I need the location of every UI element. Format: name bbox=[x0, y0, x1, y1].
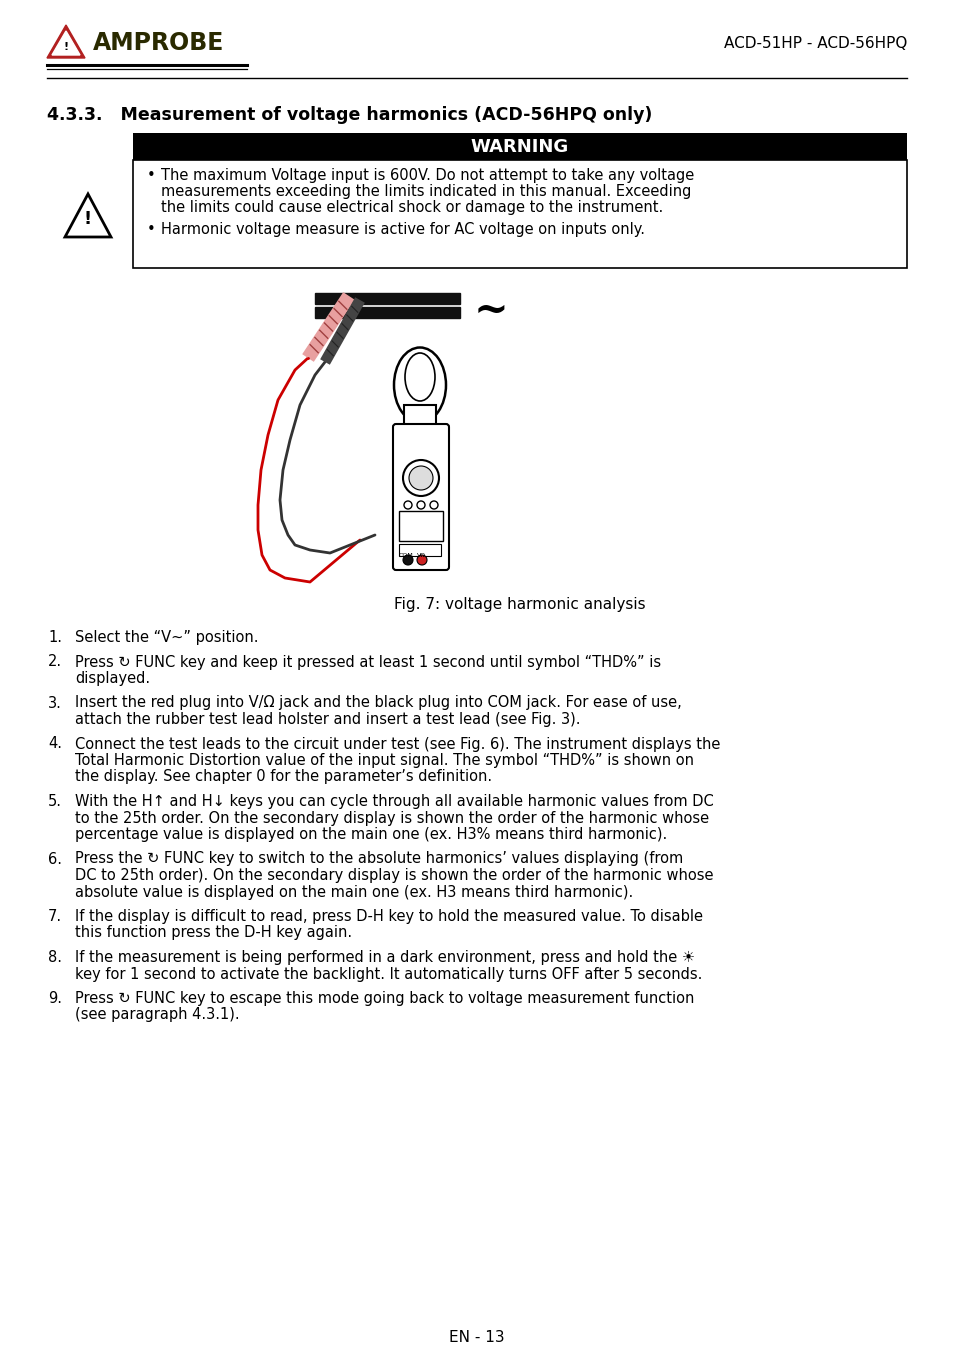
FancyBboxPatch shape bbox=[403, 405, 436, 427]
Text: VΩ: VΩ bbox=[416, 553, 425, 558]
Text: •: • bbox=[147, 168, 155, 182]
FancyBboxPatch shape bbox=[393, 424, 449, 570]
Text: !: ! bbox=[63, 42, 69, 51]
Polygon shape bbox=[47, 26, 85, 58]
Text: (see paragraph 4.3.1).: (see paragraph 4.3.1). bbox=[75, 1008, 239, 1023]
Text: ~: ~ bbox=[474, 290, 508, 332]
Text: •: • bbox=[147, 222, 155, 236]
Text: Press ↻ FUNC key to escape this mode going back to voltage measurement function: Press ↻ FUNC key to escape this mode goi… bbox=[75, 992, 694, 1006]
Text: 2.: 2. bbox=[48, 654, 62, 670]
Circle shape bbox=[409, 466, 433, 490]
Circle shape bbox=[403, 501, 412, 509]
Text: Press ↻ FUNC key and keep it pressed at least 1 second until symbol “THD%” is: Press ↻ FUNC key and keep it pressed at … bbox=[75, 654, 660, 670]
Text: With the H↑ and H↓ keys you can cycle through all available harmonic values from: With the H↑ and H↓ keys you can cycle th… bbox=[75, 794, 713, 809]
Text: percentage value is displayed on the main one (ex. H3% means third harmonic).: percentage value is displayed on the mai… bbox=[75, 827, 666, 842]
FancyBboxPatch shape bbox=[398, 544, 440, 557]
Text: 6.: 6. bbox=[48, 851, 62, 866]
Text: AMPROBE: AMPROBE bbox=[92, 31, 224, 55]
FancyBboxPatch shape bbox=[132, 132, 906, 159]
Text: Connect the test leads to the circuit under test (see Fig. 6). The instrument di: Connect the test leads to the circuit un… bbox=[75, 736, 720, 751]
Text: 1.: 1. bbox=[48, 630, 62, 644]
FancyBboxPatch shape bbox=[314, 307, 459, 317]
Circle shape bbox=[416, 501, 424, 509]
Text: Fig. 7: voltage harmonic analysis: Fig. 7: voltage harmonic analysis bbox=[394, 597, 645, 612]
Ellipse shape bbox=[394, 347, 446, 423]
Polygon shape bbox=[65, 195, 111, 236]
Text: 9.: 9. bbox=[48, 992, 62, 1006]
Text: If the measurement is being performed in a dark environment, press and hold the : If the measurement is being performed in… bbox=[75, 950, 695, 965]
FancyBboxPatch shape bbox=[398, 511, 442, 540]
Text: DC to 25th order). On the secondary display is shown the order of the harmonic w: DC to 25th order). On the secondary disp… bbox=[75, 867, 713, 884]
Text: Harmonic voltage measure is active for AC voltage on inputs only.: Harmonic voltage measure is active for A… bbox=[161, 222, 644, 236]
Text: If the display is difficult to read, press D-H key to hold the measured value. T: If the display is difficult to read, pre… bbox=[75, 909, 702, 924]
Text: 4.: 4. bbox=[48, 736, 62, 751]
Text: WARNING: WARNING bbox=[471, 138, 569, 155]
Text: attach the rubber test lead holster and insert a test lead (see Fig. 3).: attach the rubber test lead holster and … bbox=[75, 712, 579, 727]
Text: !: ! bbox=[84, 209, 92, 228]
Circle shape bbox=[402, 555, 413, 565]
Text: key for 1 second to activate the backlight. It automatically turns OFF after 5 s: key for 1 second to activate the backlig… bbox=[75, 966, 701, 981]
Text: this function press the D-H key again.: this function press the D-H key again. bbox=[75, 925, 352, 940]
Text: displayed.: displayed. bbox=[75, 671, 150, 686]
Circle shape bbox=[416, 555, 427, 565]
Text: to the 25th order. On the secondary display is shown the order of the harmonic w: to the 25th order. On the secondary disp… bbox=[75, 811, 708, 825]
Text: Total Harmonic Distortion value of the input signal. The symbol “THD%” is shown : Total Harmonic Distortion value of the i… bbox=[75, 753, 693, 767]
Text: measurements exceeding the limits indicated in this manual. Exceeding: measurements exceeding the limits indica… bbox=[161, 184, 691, 199]
Text: Select the “V∼” position.: Select the “V∼” position. bbox=[75, 630, 258, 644]
Text: the limits could cause electrical shock or damage to the instrument.: the limits could cause electrical shock … bbox=[161, 200, 662, 215]
Text: Insert the red plug into V/Ω jack and the black plug into COM jack. For ease of : Insert the red plug into V/Ω jack and th… bbox=[75, 696, 681, 711]
Text: Press the ↻ FUNC key to switch to the absolute harmonics’ values displaying (fro: Press the ↻ FUNC key to switch to the ab… bbox=[75, 851, 682, 866]
Polygon shape bbox=[52, 31, 80, 55]
Ellipse shape bbox=[405, 353, 435, 401]
Text: 5.: 5. bbox=[48, 794, 62, 809]
Circle shape bbox=[402, 459, 438, 496]
Text: 3.: 3. bbox=[48, 696, 62, 711]
Text: EN - 13: EN - 13 bbox=[449, 1329, 504, 1346]
Circle shape bbox=[430, 501, 437, 509]
FancyBboxPatch shape bbox=[132, 159, 906, 267]
Text: 7.: 7. bbox=[48, 909, 62, 924]
FancyBboxPatch shape bbox=[314, 293, 459, 304]
Text: ACD-51HP - ACD-56HPQ: ACD-51HP - ACD-56HPQ bbox=[723, 35, 906, 50]
Text: The maximum Voltage input is 600V. Do not attempt to take any voltage: The maximum Voltage input is 600V. Do no… bbox=[161, 168, 694, 182]
Text: the display. See chapter 0 for the parameter’s definition.: the display. See chapter 0 for the param… bbox=[75, 770, 492, 785]
Text: absolute value is displayed on the main one (ex. H3 means third harmonic).: absolute value is displayed on the main … bbox=[75, 885, 633, 900]
Text: 8.: 8. bbox=[48, 950, 62, 965]
Text: COM: COM bbox=[398, 553, 413, 558]
Text: 4.3.3.   Measurement of voltage harmonics (ACD-56HPQ only): 4.3.3. Measurement of voltage harmonics … bbox=[47, 105, 652, 124]
